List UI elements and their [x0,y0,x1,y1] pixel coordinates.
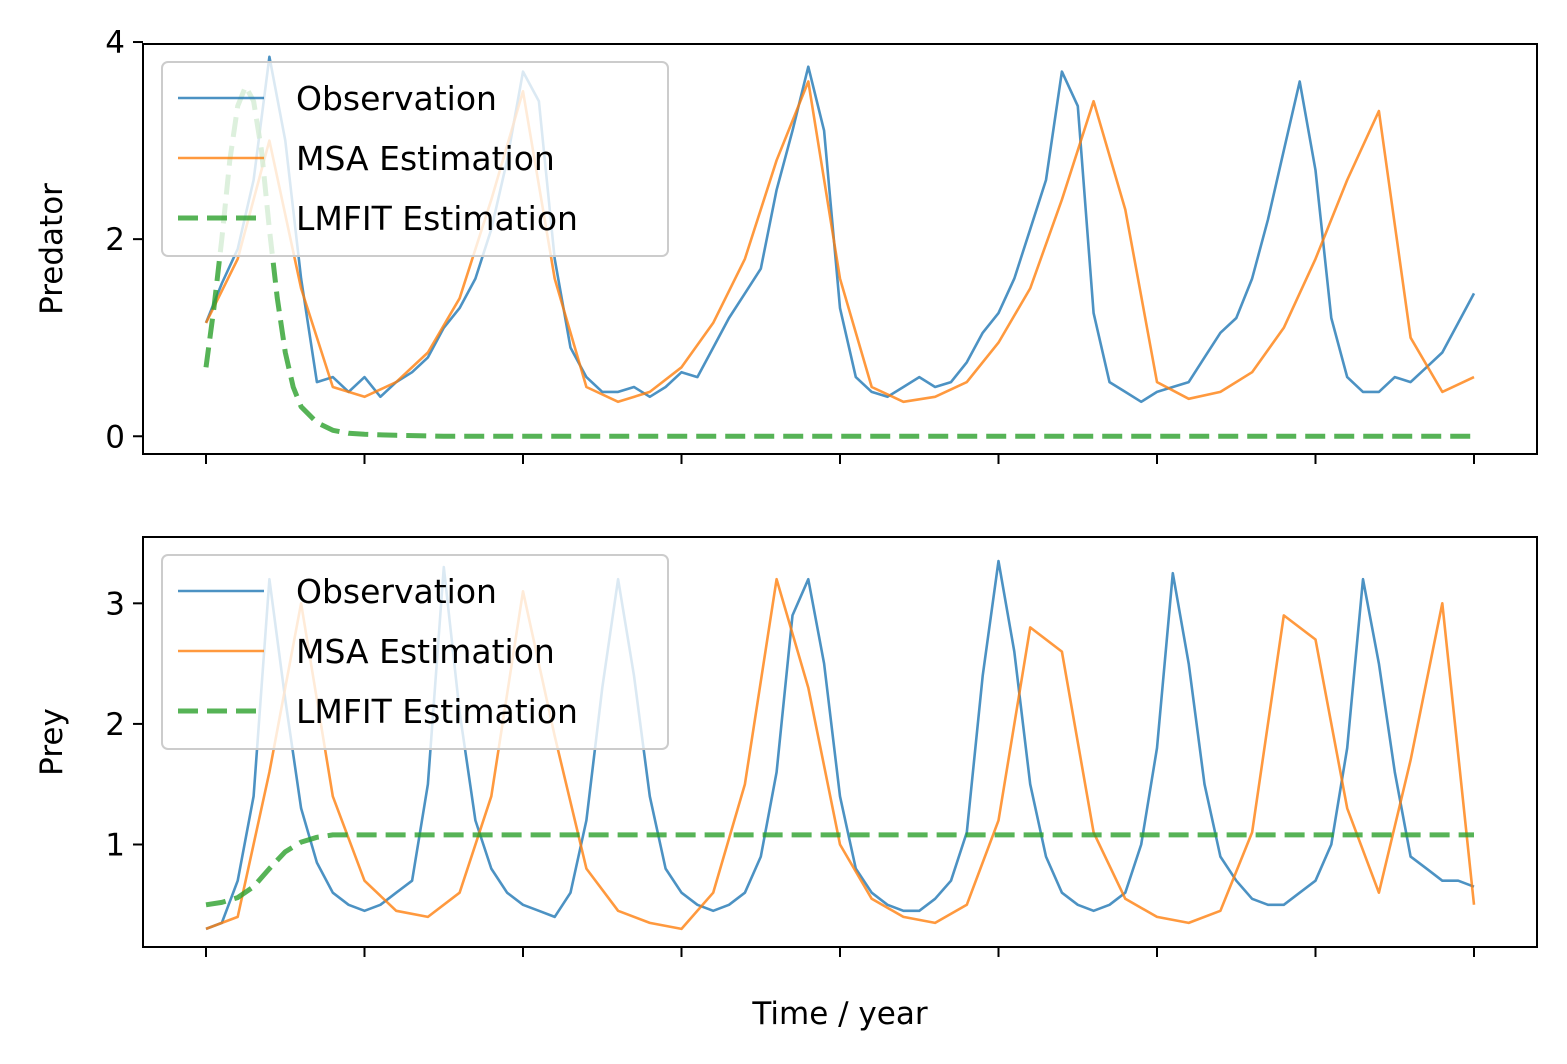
predator-panel: 0 2 4 Predator Observation MSA Estimation LMFI… [34,25,1538,464]
predator-y-tick-label: 0 [105,419,125,455]
predator-legend-label: Observation [296,79,497,118]
prey-y-axis-label: Prey [34,708,70,776]
predator-legend-box [161,61,669,257]
prey-y-tick-label: 2 [105,707,125,743]
prey-legend-box [161,554,669,750]
prey-legend: Observation MSA Estimation LMFIT Estimatio… [161,554,669,750]
predator-y-axis-label: Predator [34,183,70,315]
prey-y-tick-label: 1 [105,828,125,864]
predator-y-tick-label: 2 [105,222,125,258]
prey-legend-label: LMFIT Estimation [296,692,578,731]
predator-observation-line [204,55,1476,404]
prey-panel: 1 2 3 Prey Observation MSA Estimation LMFIT Es… [34,536,1538,957]
prey-observation-line [205,559,1475,931]
predator-legend: Observation MSA Estimation LMFIT Estimatio… [161,61,669,257]
prey-legend-label: MSA Estimation [296,632,555,671]
prey-msa-estimation-line [205,577,1476,931]
x-axis-label: Time / year [751,996,927,1032]
prey-legend-label: Observation [296,572,497,611]
predator-msa-estimation-line [204,80,1475,404]
prey-y-tick-label: 3 [105,586,125,622]
predator-legend-label: MSA Estimation [296,139,555,178]
prey-series-group [205,559,1476,931]
prey-lmfit-estimation-line [205,832,1474,908]
predator-legend-label: LMFIT Estimation [296,199,578,238]
predator-y-tick-label: 4 [105,25,125,61]
